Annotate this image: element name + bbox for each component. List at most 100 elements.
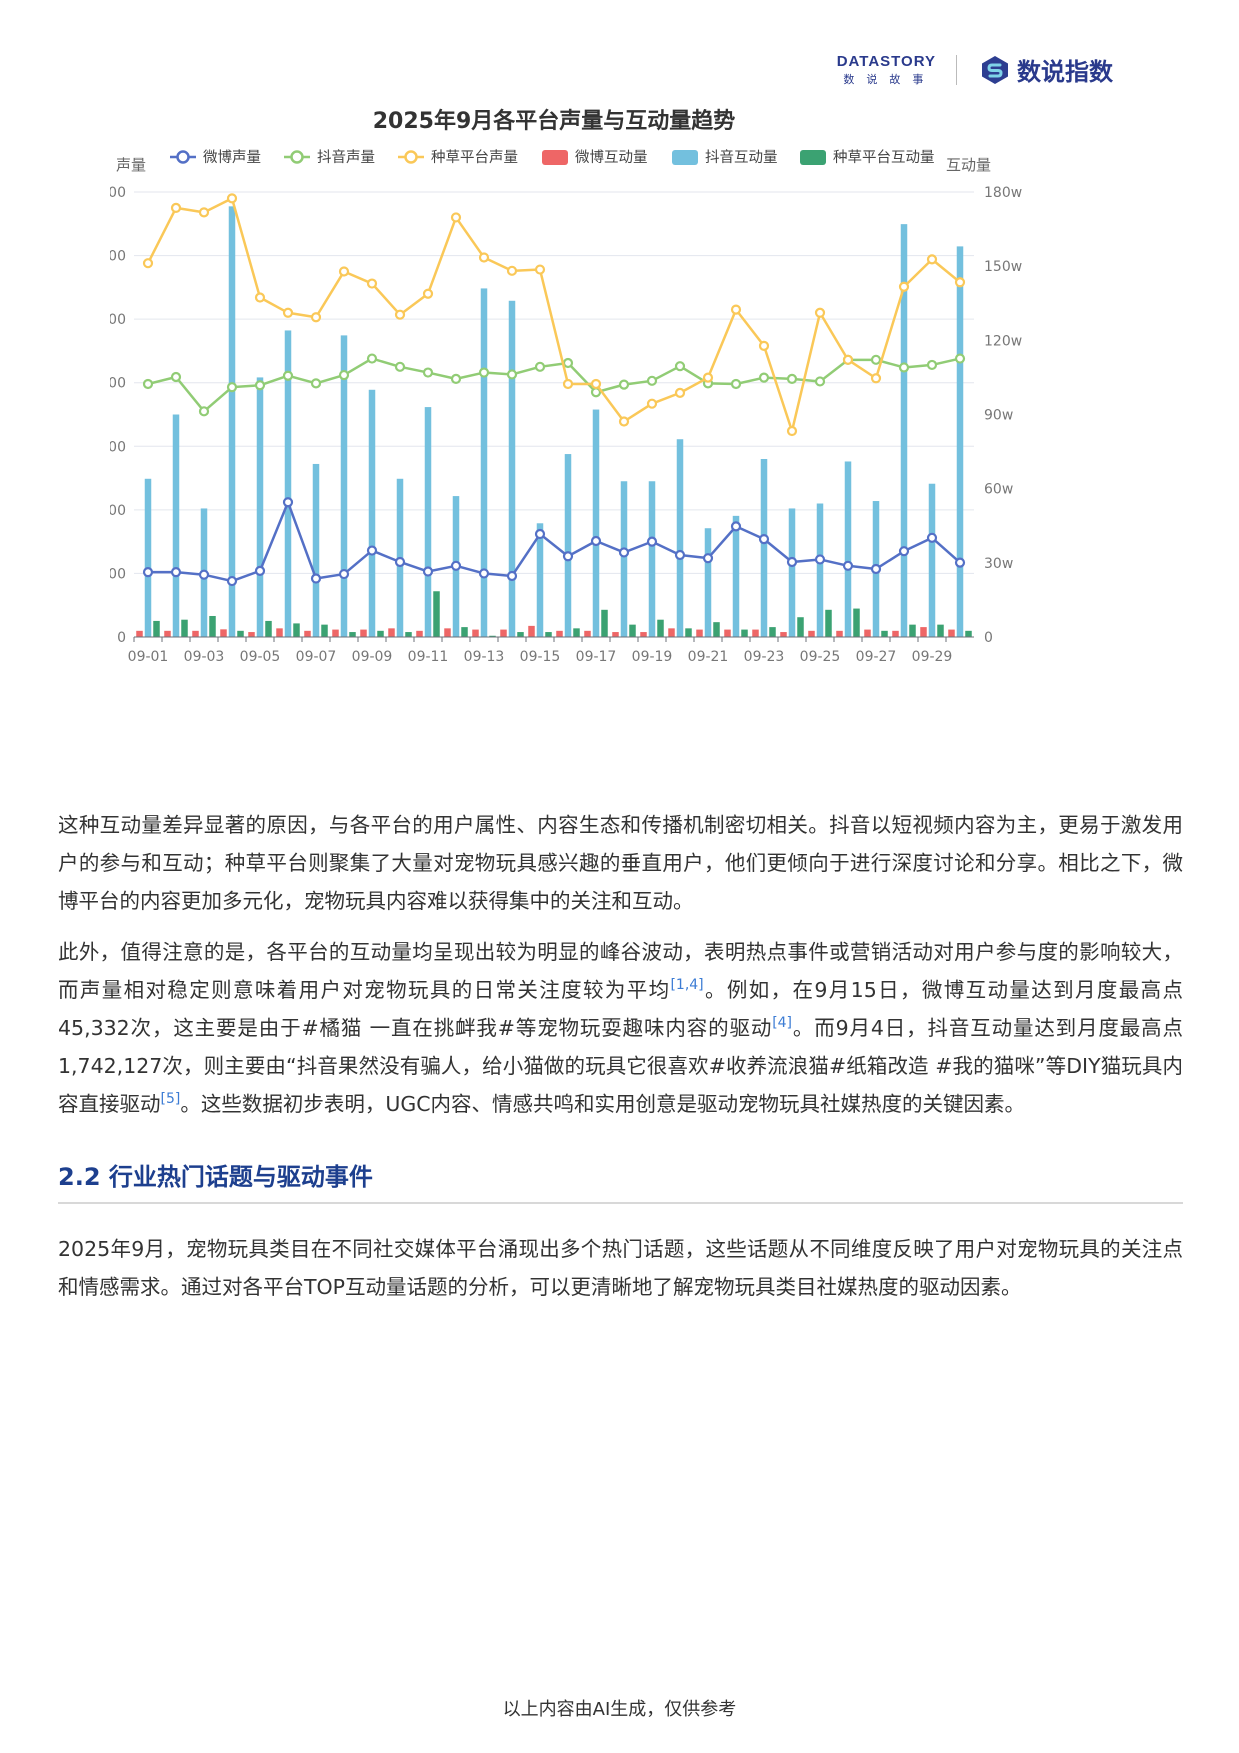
citation-link[interactable]: [4]	[772, 1015, 793, 1032]
bar	[237, 630, 244, 637]
bar	[136, 630, 143, 637]
data-point	[422, 566, 434, 577]
bar	[416, 630, 423, 637]
bar	[349, 632, 356, 637]
data-point	[226, 193, 238, 204]
bar	[965, 630, 972, 637]
paragraph-2-part-d: 。这些数据初步表明，UGC内容、情感共鸣和实用创意是驱动宠物玩具社媒热度的关键因…	[180, 1092, 1026, 1116]
bar	[836, 630, 843, 637]
data-point	[758, 372, 770, 383]
bar	[808, 630, 815, 637]
left-tick-label: 3,000	[110, 439, 126, 455]
data-point	[506, 369, 518, 380]
x-tick-label: 09-07	[296, 649, 337, 665]
bar	[909, 624, 916, 637]
bar	[769, 627, 776, 637]
datastory-logo-cn: 数说故事	[843, 72, 936, 86]
bar	[181, 619, 188, 637]
data-point	[758, 534, 770, 545]
data-point	[338, 568, 350, 580]
bar	[713, 622, 720, 637]
legend-label: 种草平台互动量	[833, 149, 935, 166]
citation-link[interactable]: [5]	[160, 1091, 181, 1108]
data-point	[562, 357, 574, 369]
bar	[864, 629, 871, 637]
legend-label: 抖音互动量	[705, 149, 778, 166]
legend-swatch	[800, 150, 826, 165]
bar	[340, 335, 348, 637]
bar	[920, 627, 927, 637]
left-tick-label: 0	[117, 630, 126, 646]
data-point	[142, 258, 154, 269]
right-tick-label: 30w	[984, 556, 1013, 572]
series-line	[146, 197, 961, 433]
bar	[881, 630, 888, 637]
datastory-logo-en: DATASTORY	[836, 52, 936, 70]
x-tick-label: 09-11	[408, 649, 449, 665]
data-point	[226, 575, 238, 587]
data-point	[310, 573, 322, 584]
bar	[321, 624, 328, 637]
x-tick-label: 09-25	[800, 649, 841, 665]
data-point	[478, 367, 490, 378]
x-tick-label: 09-21	[688, 649, 729, 665]
bar	[192, 630, 199, 637]
bar	[584, 630, 591, 637]
legend-label: 微博声量	[203, 148, 261, 166]
data-point	[842, 354, 854, 365]
data-point	[702, 553, 714, 564]
bar	[360, 629, 367, 637]
footer-disclaimer: 以上内容由AI生成，仅供参考	[502, 1699, 737, 1720]
data-point	[282, 370, 294, 381]
bar	[248, 632, 255, 637]
data-point	[562, 551, 574, 562]
data-point	[646, 375, 658, 386]
data-point	[506, 265, 518, 276]
data-point	[478, 252, 490, 263]
data-point	[674, 361, 686, 372]
bar	[228, 206, 236, 637]
bar	[508, 300, 516, 637]
data-point	[310, 312, 322, 323]
data-point	[338, 369, 350, 381]
paragraph-2-part-b: 。例如，在9月15日，微博互动量达到月度最高点45,332次，这主要是由于#橘猫…	[58, 978, 1183, 1040]
bar	[276, 628, 283, 637]
bar	[164, 630, 171, 637]
bar	[948, 629, 955, 637]
data-point	[870, 563, 882, 575]
bar	[937, 624, 944, 637]
bar	[489, 635, 496, 637]
data-point	[450, 212, 462, 223]
data-point	[254, 292, 266, 303]
data-point	[590, 378, 602, 390]
bar	[480, 288, 488, 637]
bar	[892, 630, 899, 637]
data-point	[674, 387, 686, 398]
bar	[220, 629, 227, 637]
data-point	[366, 545, 378, 556]
bar	[797, 617, 804, 637]
citation-link[interactable]: [1,4]	[670, 977, 704, 994]
data-point	[898, 362, 910, 373]
bar	[500, 629, 507, 637]
bar	[573, 628, 580, 637]
data-point	[786, 425, 798, 437]
paragraph-1: 这种互动量差异显著的原因，与各平台的用户属性、内容生态和传播机制密切相关。抖音以…	[58, 813, 1183, 913]
bar	[676, 439, 684, 637]
data-point	[926, 532, 938, 543]
x-tick-label: 09-19	[632, 649, 673, 665]
data-point	[450, 560, 462, 571]
legend-point-marker	[290, 150, 304, 164]
bar	[405, 632, 412, 637]
series-line	[147, 357, 961, 413]
data-point	[730, 378, 742, 390]
bar	[172, 414, 180, 637]
data-point	[394, 309, 406, 320]
right-axis-title: 互动量	[946, 156, 991, 174]
data-point	[954, 277, 966, 288]
bar	[704, 528, 712, 637]
bar	[816, 503, 824, 637]
bar	[153, 620, 160, 637]
data-point	[366, 278, 378, 289]
data-point	[562, 378, 574, 390]
